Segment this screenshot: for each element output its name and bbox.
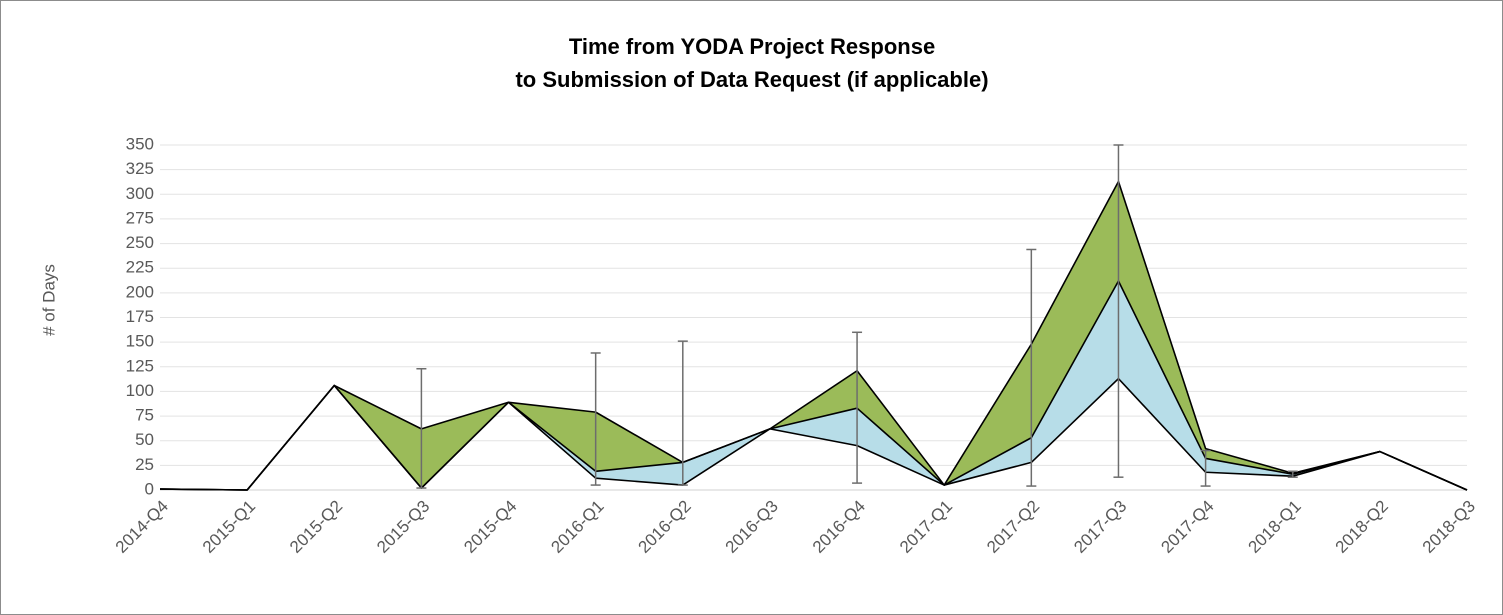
y-tick-label: 75: [135, 406, 154, 425]
y-tick-label: 50: [135, 430, 154, 449]
y-tick-label: 275: [126, 208, 154, 227]
chart-title: Time from YODA Project Response: [569, 34, 935, 59]
y-tick-label: 350: [126, 134, 154, 153]
series-line: [159, 280, 1468, 491]
y-tick-label: 150: [126, 332, 154, 351]
y-tick-label: 200: [126, 282, 154, 301]
area-band: [160, 181, 1467, 490]
y-tick-label: 0: [145, 479, 154, 498]
series-line: [159, 180, 1468, 491]
y-tick-label: 25: [135, 455, 154, 474]
y-tick-label: 100: [126, 381, 154, 400]
y-tick-label: 325: [126, 159, 154, 178]
y-tick-label: 250: [126, 233, 154, 252]
area-band: [160, 281, 1467, 490]
y-tick-label: 175: [126, 307, 154, 326]
y-tick-label: 300: [126, 184, 154, 203]
chart-title: to Submission of Data Request (if applic…: [515, 67, 988, 92]
y-tick-label: 125: [126, 356, 154, 375]
y-axis-label: # of Days: [39, 264, 58, 336]
y-tick-label: 225: [126, 258, 154, 277]
